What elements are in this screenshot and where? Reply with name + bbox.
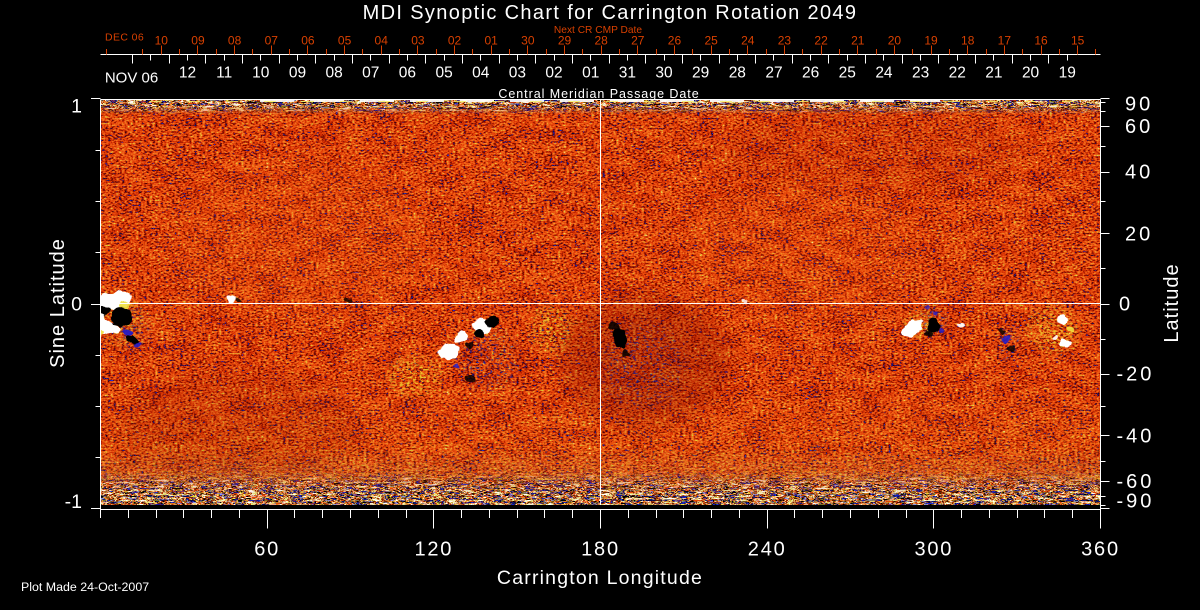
svg-text:25: 25 xyxy=(839,65,856,82)
svg-text:03: 03 xyxy=(411,34,425,48)
svg-text:180: 180 xyxy=(581,539,620,561)
svg-text:300: 300 xyxy=(914,539,953,561)
svg-text:10: 10 xyxy=(252,65,270,82)
svg-text:19: 19 xyxy=(924,34,938,48)
svg-text:NOV 06: NOV 06 xyxy=(105,70,158,87)
svg-text:08: 08 xyxy=(228,34,242,48)
svg-text:40: 40 xyxy=(1125,162,1153,184)
svg-text:0: 0 xyxy=(1119,294,1133,316)
svg-text:27: 27 xyxy=(765,65,782,82)
svg-text:21: 21 xyxy=(851,34,865,48)
svg-text:29: 29 xyxy=(558,34,572,48)
svg-text:30: 30 xyxy=(655,65,673,82)
svg-text:18: 18 xyxy=(961,34,975,48)
svg-text:15: 15 xyxy=(1071,34,1085,48)
svg-text:22: 22 xyxy=(949,65,966,82)
svg-text:01: 01 xyxy=(485,34,499,48)
svg-text:09: 09 xyxy=(191,34,205,48)
svg-text:08: 08 xyxy=(325,65,342,82)
svg-text:02: 02 xyxy=(448,34,462,48)
svg-text:240: 240 xyxy=(748,539,787,561)
svg-text:28: 28 xyxy=(729,65,746,82)
svg-text:Plot Made 24-Oct-2007: Plot Made 24-Oct-2007 xyxy=(21,580,149,594)
svg-text:DEC 06: DEC 06 xyxy=(105,32,144,44)
svg-text:19: 19 xyxy=(1059,65,1076,82)
svg-text:120: 120 xyxy=(414,539,453,561)
svg-text:02: 02 xyxy=(545,65,562,82)
svg-text:0: 0 xyxy=(71,294,82,316)
svg-text:360: 360 xyxy=(1081,539,1120,561)
svg-text:20: 20 xyxy=(1022,65,1040,82)
svg-text:-60: -60 xyxy=(1117,471,1155,493)
svg-text:05: 05 xyxy=(338,34,352,48)
svg-text:06: 06 xyxy=(301,34,315,48)
svg-text:03: 03 xyxy=(509,65,526,82)
svg-text:-20: -20 xyxy=(1117,364,1155,386)
svg-text:24: 24 xyxy=(875,65,893,82)
svg-text:-40: -40 xyxy=(1117,425,1155,447)
svg-text:23: 23 xyxy=(912,65,929,82)
svg-text:Sine Latitude: Sine Latitude xyxy=(47,238,69,368)
svg-text:17: 17 xyxy=(998,34,1012,48)
svg-text:-1: -1 xyxy=(65,491,82,513)
svg-text:07: 07 xyxy=(265,34,279,48)
svg-text:16: 16 xyxy=(1034,34,1048,48)
svg-text:09: 09 xyxy=(289,65,306,82)
svg-text:60: 60 xyxy=(254,539,280,561)
svg-text:30: 30 xyxy=(521,34,535,48)
svg-text:21: 21 xyxy=(985,65,1002,82)
svg-text:26: 26 xyxy=(668,34,682,48)
svg-text:MDI Synoptic Chart for Carring: MDI Synoptic Chart for Carrington Rotati… xyxy=(363,2,858,24)
svg-text:12: 12 xyxy=(179,65,196,82)
svg-text:-90: -90 xyxy=(1117,491,1155,513)
svg-text:29: 29 xyxy=(692,65,709,82)
svg-text:27: 27 xyxy=(631,34,645,48)
svg-text:10: 10 xyxy=(155,34,169,48)
svg-text:60: 60 xyxy=(1125,116,1153,138)
svg-text:22: 22 xyxy=(814,34,828,48)
svg-text:90: 90 xyxy=(1125,94,1153,116)
svg-text:04: 04 xyxy=(472,65,490,82)
svg-text:01: 01 xyxy=(582,65,599,82)
svg-text:20: 20 xyxy=(888,34,902,48)
svg-text:Carrington Longitude: Carrington Longitude xyxy=(497,567,703,589)
svg-text:23: 23 xyxy=(778,34,792,48)
svg-text:07: 07 xyxy=(362,65,379,82)
svg-text:Latitude: Latitude xyxy=(1161,263,1183,342)
svg-text:28: 28 xyxy=(594,34,608,48)
svg-text:1: 1 xyxy=(71,96,82,118)
svg-text:04: 04 xyxy=(375,34,389,48)
svg-text:Next CR CMP Date: Next CR CMP Date xyxy=(554,25,642,36)
svg-text:20: 20 xyxy=(1125,223,1153,245)
svg-text:26: 26 xyxy=(802,65,819,82)
svg-text:31: 31 xyxy=(619,65,636,82)
svg-text:05: 05 xyxy=(435,65,452,82)
svg-text:11: 11 xyxy=(216,65,232,82)
svg-text:06: 06 xyxy=(399,65,416,82)
svg-text:24: 24 xyxy=(741,34,755,48)
svg-text:Central Meridian Passage Date: Central Meridian Passage Date xyxy=(498,87,699,101)
svg-text:25: 25 xyxy=(704,34,718,48)
